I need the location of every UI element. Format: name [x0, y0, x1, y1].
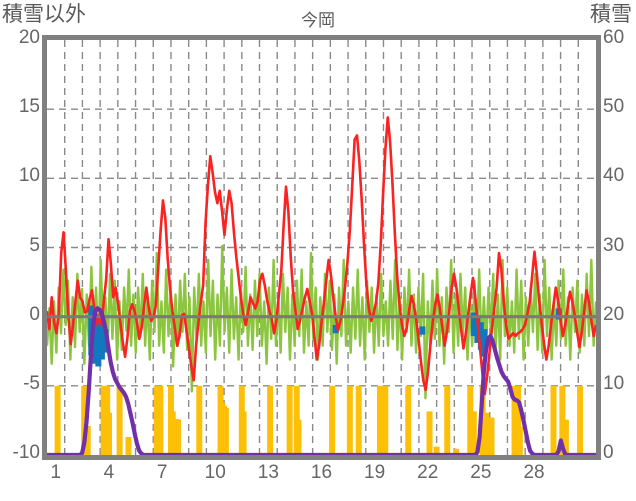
precip-bar-thin	[127, 437, 130, 455]
x-tick: 10	[204, 462, 226, 483]
y-tick-left: 15	[18, 96, 40, 118]
blue-bar	[95, 320, 102, 367]
blue-bar	[481, 329, 488, 357]
blue-bar	[98, 324, 105, 360]
precip-bar	[515, 385, 522, 455]
x-tick: 13	[257, 462, 279, 483]
precip-bar	[116, 385, 123, 455]
precip-bar-thin	[107, 412, 111, 455]
precip-bar-thin	[221, 402, 224, 455]
y-tick-right: 50	[603, 96, 625, 118]
precip-bar	[355, 385, 362, 455]
precip-bar-thin	[242, 411, 245, 455]
y-tick-right: 0	[603, 442, 614, 463]
blue-bar	[470, 312, 477, 337]
precip-bar	[467, 385, 474, 455]
precip-bar-thin	[454, 448, 458, 455]
precip-bar-thin	[176, 419, 180, 455]
right-axis-title: 積雪	[590, 3, 632, 26]
precip-bar-thin	[490, 417, 493, 455]
x-tick: 1	[50, 462, 62, 483]
precip-bar	[329, 385, 336, 455]
precip-bar	[577, 385, 584, 455]
precip-bar	[157, 385, 164, 455]
precip-bar-thin	[428, 411, 431, 455]
precip-bar	[444, 385, 451, 455]
precip-bar-thin	[435, 446, 438, 455]
precip-bar-thin	[564, 419, 568, 455]
x-tick: 7	[156, 462, 168, 483]
plot-border	[42, 35, 601, 460]
x-tick: 25	[470, 462, 492, 483]
blue-bar	[332, 324, 339, 334]
y-tick-right: 60	[603, 27, 625, 48]
y-tick-left: 5	[29, 234, 40, 256]
blue-bar	[477, 322, 484, 350]
precip-bar-thin	[224, 407, 228, 455]
precip-bar	[511, 385, 518, 455]
left-axis-title: 積雪以外	[2, 3, 86, 26]
y-tick-left: -5	[23, 372, 40, 394]
precip-bar	[376, 385, 383, 455]
y-tick-right: 20	[603, 303, 625, 325]
precip-bar-thin	[518, 426, 522, 455]
blue-bar	[91, 313, 98, 364]
precip-bar-thin	[86, 425, 89, 455]
series-layer	[47, 116, 596, 455]
red-line	[47, 116, 596, 396]
precip-bar-thin	[297, 419, 300, 455]
chart-title: 今岡	[301, 11, 335, 30]
precip-bar	[153, 385, 160, 455]
x-tick: 16	[310, 462, 333, 483]
blue-bar	[419, 326, 426, 335]
precip-bar	[267, 385, 274, 455]
y-tick-left: 0	[29, 303, 40, 325]
precip-bar	[196, 385, 203, 455]
precip-bar	[100, 385, 107, 455]
precip-bar	[559, 385, 566, 455]
precip-bar-thin	[472, 411, 475, 455]
precip-bar	[346, 385, 353, 455]
precip-bar	[286, 385, 293, 455]
x-tick: 19	[364, 462, 386, 483]
precip-bar-thin	[485, 412, 488, 455]
precip-bar-thin	[175, 419, 178, 455]
snow-depth-line	[47, 306, 596, 455]
precip-bar	[550, 385, 557, 455]
y-tick-right: 30	[603, 234, 625, 256]
precip-bar	[54, 385, 61, 455]
precip-bar-thin	[222, 405, 226, 455]
x-tick: 28	[523, 462, 545, 483]
x-tick: 4	[103, 462, 115, 483]
x-tick: 22	[417, 462, 439, 483]
y-tick-left: -10	[12, 442, 40, 463]
y-tick-right: 10	[603, 372, 625, 394]
precip-bar	[382, 385, 389, 455]
precip-bar	[81, 385, 88, 455]
y-tick-right: 40	[603, 165, 625, 187]
y-tick-left: 10	[18, 165, 40, 187]
y-tick-left: 20	[18, 27, 40, 48]
precip-bar-thin	[171, 411, 174, 455]
precip-bar	[405, 385, 412, 455]
